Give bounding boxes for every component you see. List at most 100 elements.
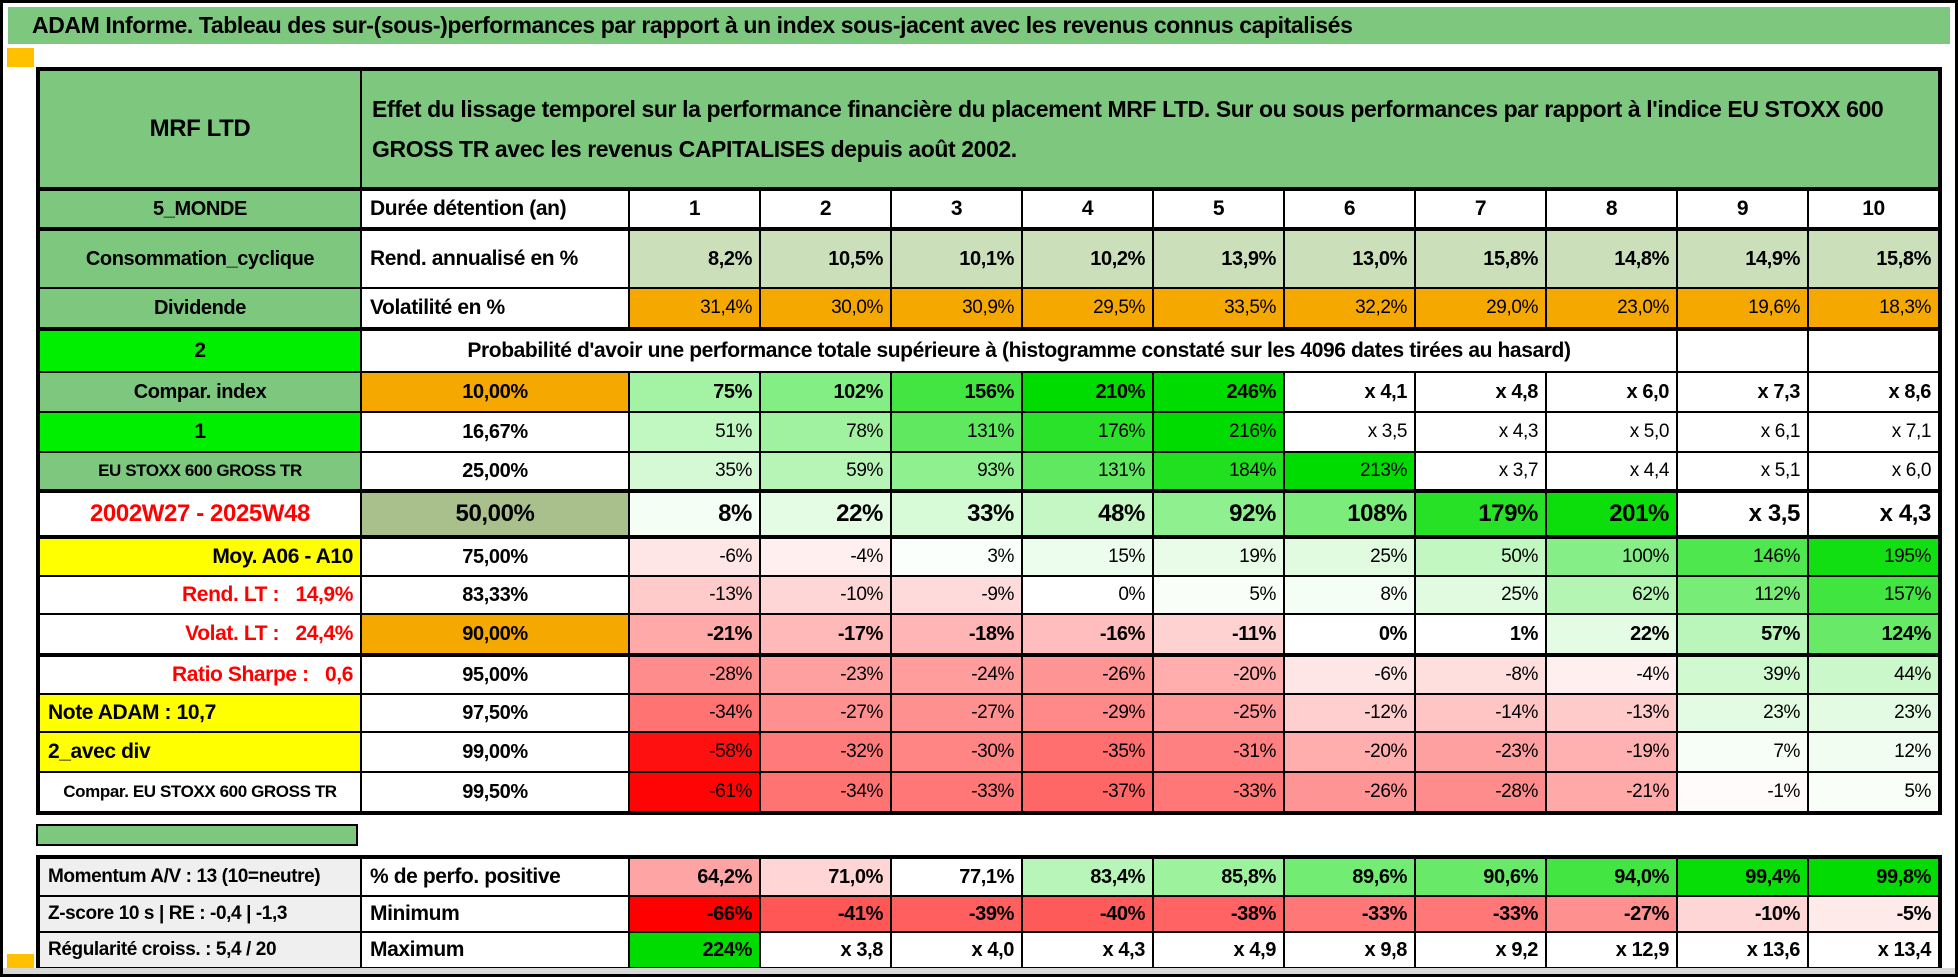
- stat-value-cell[interactable]: x 4,9: [1153, 932, 1284, 968]
- performance-cell[interactable]: 15%: [1022, 538, 1153, 576]
- performance-cell[interactable]: -21%: [1546, 772, 1677, 812]
- performance-cell[interactable]: -30%: [891, 732, 1022, 772]
- performance-cell[interactable]: x 7,3: [1677, 372, 1808, 412]
- stat-label-cell[interactable]: Minimum: [361, 896, 629, 932]
- volatilite-cell[interactable]: 23,0%: [1546, 288, 1677, 330]
- rend-annualise-cell[interactable]: 10,2%: [1022, 230, 1153, 288]
- performance-cell[interactable]: -19%: [1546, 732, 1677, 772]
- performance-cell[interactable]: -8%: [1415, 656, 1546, 694]
- probability-threshold-cell[interactable]: 16,67%: [361, 412, 629, 452]
- performance-cell[interactable]: 51%: [629, 412, 760, 452]
- performance-cell[interactable]: 246%: [1153, 372, 1284, 412]
- performance-cell[interactable]: -34%: [629, 694, 760, 732]
- performance-cell[interactable]: x 5,0: [1546, 412, 1677, 452]
- performance-cell[interactable]: -61%: [629, 772, 760, 812]
- duration-year-cell[interactable]: 8: [1546, 190, 1677, 230]
- description-cell[interactable]: Effet du lissage temporel sur la perform…: [361, 70, 1939, 190]
- stat-value-cell[interactable]: x 13,6: [1677, 932, 1808, 968]
- performance-cell[interactable]: 93%: [891, 452, 1022, 492]
- performance-cell[interactable]: -11%: [1153, 614, 1284, 656]
- stat-value-cell[interactable]: 94,0%: [1546, 858, 1677, 896]
- performance-cell[interactable]: x 4,4: [1546, 452, 1677, 492]
- performance-cell[interactable]: x 3,5: [1284, 412, 1415, 452]
- left-label-cell[interactable]: Dividende: [39, 288, 361, 330]
- left-label-cell[interactable]: 2_avec div: [39, 732, 361, 772]
- rend-annualise-cell[interactable]: 15,8%: [1415, 230, 1546, 288]
- performance-cell[interactable]: x 4,3: [1808, 492, 1939, 538]
- stat-value-cell[interactable]: 85,8%: [1153, 858, 1284, 896]
- stat-value-cell[interactable]: 99,8%: [1808, 858, 1939, 896]
- stat-value-cell[interactable]: -33%: [1415, 896, 1546, 932]
- duration-year-cell[interactable]: 10: [1808, 190, 1939, 230]
- probability-title-cell[interactable]: Probabilité d'avoir une performance tota…: [361, 330, 1677, 372]
- left-label-cell[interactable]: Moy. A06 - A10: [39, 538, 361, 576]
- rend-annualise-cell[interactable]: 10,1%: [891, 230, 1022, 288]
- rend-annualise-cell[interactable]: 13,9%: [1153, 230, 1284, 288]
- performance-cell[interactable]: 22%: [760, 492, 891, 538]
- performance-cell[interactable]: -9%: [891, 576, 1022, 614]
- rend-annualise-cell[interactable]: 14,9%: [1677, 230, 1808, 288]
- performance-cell[interactable]: -21%: [629, 614, 760, 656]
- performance-cell[interactable]: -23%: [1415, 732, 1546, 772]
- performance-cell[interactable]: 5%: [1808, 772, 1939, 812]
- rend-annualise-cell[interactable]: 8,2%: [629, 230, 760, 288]
- rend-annualise-cell[interactable]: 13,0%: [1284, 230, 1415, 288]
- performance-cell[interactable]: 3%: [891, 538, 1022, 576]
- empty-cell[interactable]: [1808, 330, 1939, 372]
- stat-value-cell[interactable]: 71,0%: [760, 858, 891, 896]
- probability-threshold-cell[interactable]: 83,33%: [361, 576, 629, 614]
- left-label-cell[interactable]: 2002W27 - 2025W48: [39, 492, 361, 538]
- performance-cell[interactable]: -4%: [760, 538, 891, 576]
- volatilite-cell[interactable]: 33,5%: [1153, 288, 1284, 330]
- left-label-cell[interactable]: 5_MONDE: [39, 190, 361, 230]
- probability-threshold-cell[interactable]: 99,50%: [361, 772, 629, 812]
- volatilite-cell[interactable]: 18,3%: [1808, 288, 1939, 330]
- left-label-cell[interactable]: Consommation_cyclique: [39, 230, 361, 288]
- stat-value-cell[interactable]: -40%: [1022, 896, 1153, 932]
- probability-threshold-cell[interactable]: 90,00%: [361, 614, 629, 656]
- performance-cell[interactable]: x 6,0: [1808, 452, 1939, 492]
- performance-cell[interactable]: x 5,1: [1677, 452, 1808, 492]
- rend-label-cell[interactable]: Rend. annualisé en %: [361, 230, 629, 288]
- stat-label-cell[interactable]: % de perfo. positive: [361, 858, 629, 896]
- performance-cell[interactable]: 146%: [1677, 538, 1808, 576]
- stat-value-cell[interactable]: -27%: [1546, 896, 1677, 932]
- performance-cell[interactable]: -13%: [629, 576, 760, 614]
- left-label-cell[interactable]: Compar. index: [39, 372, 361, 412]
- performance-cell[interactable]: -24%: [891, 656, 1022, 694]
- stat-value-cell[interactable]: x 4,3: [1022, 932, 1153, 968]
- performance-cell[interactable]: 112%: [1677, 576, 1808, 614]
- performance-cell[interactable]: 176%: [1022, 412, 1153, 452]
- performance-cell[interactable]: 195%: [1808, 538, 1939, 576]
- probability-threshold-cell[interactable]: 97,50%: [361, 694, 629, 732]
- performance-cell[interactable]: 210%: [1022, 372, 1153, 412]
- stat-value-cell[interactable]: -33%: [1284, 896, 1415, 932]
- stat-value-cell[interactable]: x 12,9: [1546, 932, 1677, 968]
- performance-cell[interactable]: x 4,1: [1284, 372, 1415, 412]
- duration-year-cell[interactable]: 1: [629, 190, 760, 230]
- stat-value-cell[interactable]: -66%: [629, 896, 760, 932]
- performance-cell[interactable]: 1%: [1415, 614, 1546, 656]
- performance-cell[interactable]: 131%: [1022, 452, 1153, 492]
- performance-cell[interactable]: -28%: [1415, 772, 1546, 812]
- stat-value-cell[interactable]: -38%: [1153, 896, 1284, 932]
- performance-cell[interactable]: 59%: [760, 452, 891, 492]
- performance-cell[interactable]: -27%: [760, 694, 891, 732]
- performance-cell[interactable]: -6%: [629, 538, 760, 576]
- performance-cell[interactable]: 39%: [1677, 656, 1808, 694]
- performance-cell[interactable]: 201%: [1546, 492, 1677, 538]
- empty-cell[interactable]: [1677, 330, 1808, 372]
- performance-cell[interactable]: 100%: [1546, 538, 1677, 576]
- performance-cell[interactable]: x 8,6: [1808, 372, 1939, 412]
- left-label-cell[interactable]: Ratio Sharpe : 0,6: [39, 656, 361, 694]
- stat-value-cell[interactable]: 89,6%: [1284, 858, 1415, 896]
- stat-value-cell[interactable]: -41%: [760, 896, 891, 932]
- performance-cell[interactable]: 7%: [1677, 732, 1808, 772]
- probability-threshold-cell[interactable]: 95,00%: [361, 656, 629, 694]
- duration-year-cell[interactable]: 7: [1415, 190, 1546, 230]
- performance-cell[interactable]: -14%: [1415, 694, 1546, 732]
- performance-cell[interactable]: -18%: [891, 614, 1022, 656]
- performance-cell[interactable]: -27%: [891, 694, 1022, 732]
- stat-label-cell[interactable]: Maximum: [361, 932, 629, 968]
- stat-value-cell[interactable]: x 9,2: [1415, 932, 1546, 968]
